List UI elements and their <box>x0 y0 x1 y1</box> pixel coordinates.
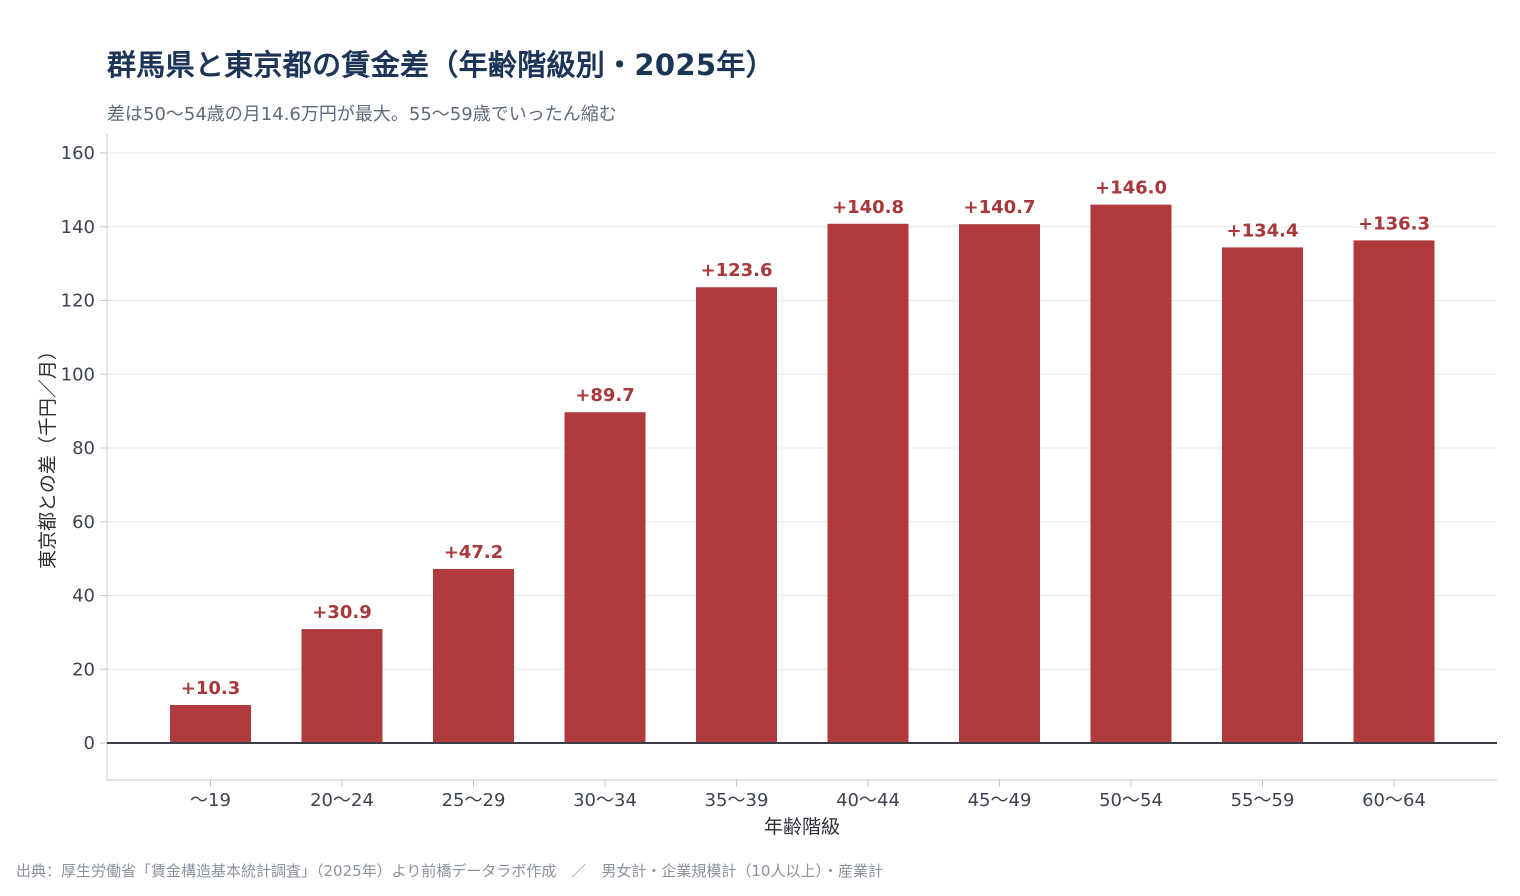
x-tick-label: 20〜24 <box>310 790 374 811</box>
bar-10 <box>1353 240 1435 744</box>
y-tick-label: 40 <box>72 586 95 607</box>
bar-5 <box>696 287 777 743</box>
data-label: +140.8 <box>832 197 904 218</box>
x-tick-label: 60〜64 <box>1362 790 1426 811</box>
bar-7 <box>959 224 1040 743</box>
y-axis-title: 東京都との差（千円／月） <box>37 341 59 569</box>
y-tick-label: 120 <box>61 291 95 312</box>
source-note: 出典：厚生労働省「賃金構造基本統計調査」（2025年）より前橋データラボ作成 ／… <box>16 862 883 880</box>
y-tick-label: 60 <box>72 512 95 533</box>
x-tick-label: 〜19 <box>190 790 231 811</box>
bar-1 <box>170 705 251 743</box>
y-tick-label: 160 <box>61 143 95 164</box>
x-axis-ticks: 〜19 20〜24 25〜29 30〜34 35〜39 40〜44 45〜49 50〜54 55… <box>190 780 1426 811</box>
x-axis-title: 年齢階級 <box>764 816 840 838</box>
bar-2 <box>301 629 383 743</box>
x-tick-label: 55〜59 <box>1231 790 1295 811</box>
data-labels: +10.3 +30.9 +47.2 +89.7 +123.6 +140.8 +140.7 +1… <box>181 178 1430 699</box>
bar-6 <box>827 223 909 744</box>
bar-8 <box>1090 204 1172 743</box>
y-tick-label: 140 <box>61 217 95 238</box>
y-tick-label: 80 <box>72 438 95 459</box>
bars <box>107 204 1497 744</box>
data-label: +47.2 <box>444 542 504 563</box>
chart-subtitle: 差は50〜54歳の月14.6万円が最大。55〜59歳でいったん縮む <box>107 104 617 125</box>
x-tick-label: 40〜44 <box>836 790 900 811</box>
x-tick-label: 50〜54 <box>1099 790 1163 811</box>
data-label: +89.7 <box>575 385 635 406</box>
x-tick-label: 30〜34 <box>573 790 637 811</box>
bar-3 <box>433 568 514 743</box>
data-label: +134.4 <box>1226 220 1298 241</box>
x-tick-label: 45〜49 <box>968 790 1032 811</box>
data-label: +140.7 <box>963 197 1035 218</box>
data-label: +136.3 <box>1358 213 1430 234</box>
chart-title: 群馬県と東京都の賃金差（年齢階級別・2025年） <box>107 48 775 82</box>
x-tick-label: 35〜39 <box>705 790 769 811</box>
bar-9 <box>1222 247 1303 743</box>
data-label: +10.3 <box>181 678 241 699</box>
data-label: +30.9 <box>312 602 372 623</box>
data-label: +123.6 <box>700 260 772 281</box>
data-label: +146.0 <box>1095 178 1167 199</box>
y-tick-label: 20 <box>72 659 95 680</box>
y-tick-label: 0 <box>84 733 95 754</box>
y-tick-label: 100 <box>61 364 95 385</box>
bar-4 <box>564 412 646 743</box>
y-axis-ticks: 0 20 40 60 80 100 120 140 160 <box>61 143 107 754</box>
x-tick-label: 25〜29 <box>442 790 506 811</box>
